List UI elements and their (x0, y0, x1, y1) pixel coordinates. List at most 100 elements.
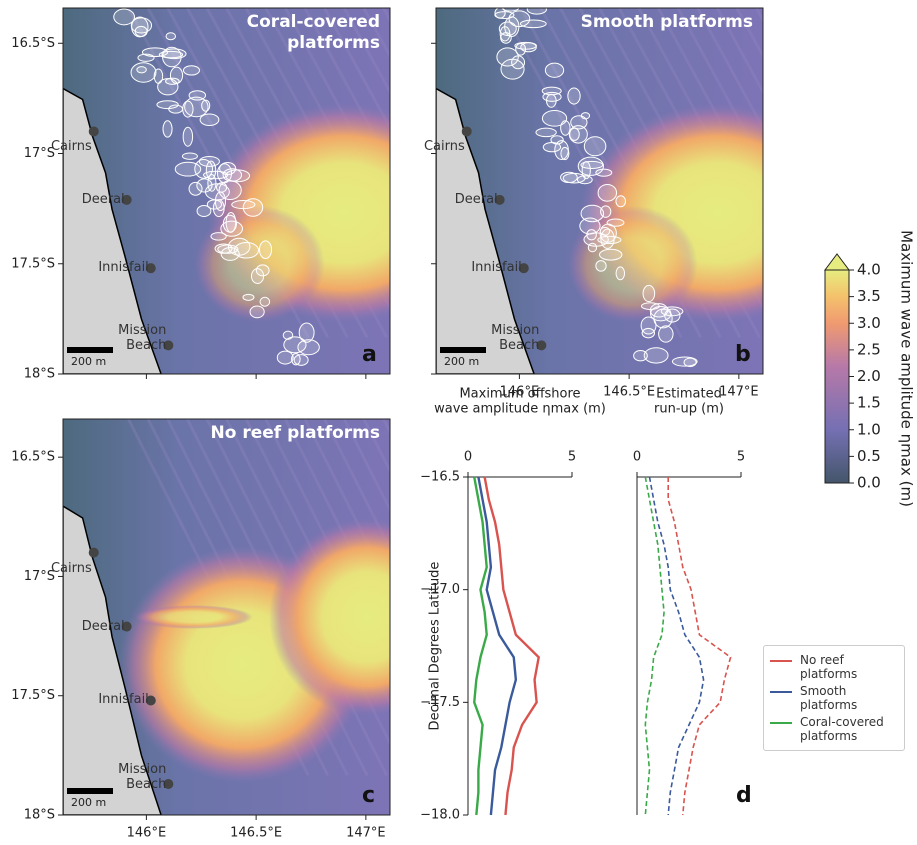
reef (580, 160, 604, 170)
reef (576, 175, 593, 185)
place-label: Innisfail (98, 692, 149, 708)
wave-streak (676, 8, 763, 167)
reef (560, 120, 571, 136)
map-field (63, 8, 390, 374)
reef (225, 211, 237, 233)
reef (210, 232, 227, 241)
legend-swatch (770, 722, 792, 724)
reef (227, 237, 251, 256)
legend-label: Smooth platforms (800, 684, 858, 712)
reef (508, 10, 531, 28)
reef (276, 350, 294, 365)
place-label: Deeral (454, 191, 498, 207)
reef (136, 66, 147, 74)
x-tick-label: 0 (464, 450, 472, 465)
reef (194, 159, 214, 179)
reef (541, 86, 562, 96)
reef (671, 356, 698, 367)
place-marker (145, 695, 156, 706)
reef (242, 293, 255, 301)
reef (583, 136, 607, 157)
reef (158, 50, 184, 59)
panel-title: Coral-covered platforms (246, 12, 380, 53)
reef (249, 305, 265, 319)
wave-streak (696, 8, 763, 131)
scale-bar (440, 347, 486, 353)
reef (162, 46, 182, 68)
colorbar-tick-label: 2.0 (857, 367, 881, 385)
y-tick-label: 18°S (24, 808, 55, 823)
x-tick-label: 147°E (719, 385, 759, 400)
land (436, 87, 535, 374)
reef (683, 357, 697, 368)
x-tick-label: 146°E (500, 385, 540, 400)
place-label: Mission Beach (491, 323, 540, 354)
y-tick-label: 17°S (24, 569, 55, 584)
reef (658, 325, 674, 343)
place-label: Cairns (50, 560, 92, 576)
reef (496, 47, 519, 67)
x-tick-label: 147°E (346, 826, 386, 841)
reef (182, 65, 200, 76)
legend-label: Coral-covered platforms (800, 715, 884, 743)
reef (545, 93, 557, 108)
y-tick-label: −18.0 (420, 808, 460, 823)
reef (283, 336, 307, 354)
reef (580, 204, 605, 223)
place-marker (536, 340, 547, 351)
reef (233, 242, 260, 259)
colorbar (824, 269, 850, 484)
reef (181, 152, 198, 160)
glow (193, 205, 325, 323)
reef (214, 191, 227, 212)
colorbar-label: Maximum wave amplitude ηmax (m) (898, 230, 916, 507)
reef (201, 99, 211, 112)
panel-letter: d (736, 783, 752, 808)
reef (182, 100, 194, 118)
colorbar-tick-label: 3.5 (857, 287, 881, 305)
reef (597, 183, 618, 202)
reef (168, 104, 184, 114)
reef (499, 26, 511, 42)
frame (435, 7, 764, 375)
place-marker (163, 778, 174, 789)
map-field (63, 419, 390, 815)
reef (599, 248, 623, 261)
reef (526, 8, 547, 15)
map-field (436, 8, 763, 374)
legend-label: No reef platforms (800, 653, 858, 681)
wave-streak (342, 419, 390, 514)
place-label: Cairns (50, 139, 92, 155)
place-marker (88, 547, 99, 558)
reef (162, 120, 173, 138)
scale-bar-label: 200 m (71, 796, 106, 809)
reef (202, 170, 229, 180)
wave-streak (303, 8, 390, 167)
wave-streak (382, 419, 390, 436)
place-marker (88, 126, 99, 137)
reef (199, 113, 220, 127)
reef (137, 53, 155, 62)
reef (291, 352, 301, 366)
colorbar-tick-label: 0.0 (857, 474, 881, 492)
colorbar-tick-label: 1.5 (857, 394, 881, 412)
wave-streak (715, 8, 763, 95)
reef (664, 308, 681, 323)
reef (541, 110, 568, 127)
place-marker (494, 194, 505, 205)
x-tick-label: 5 (568, 450, 576, 465)
reef (298, 322, 315, 343)
y-tick-label: 17.5°S (11, 688, 55, 703)
scale-bar-label: 200 m (71, 355, 106, 368)
reef (580, 112, 591, 120)
reef (640, 316, 657, 335)
reef (641, 327, 656, 339)
scale-bar (67, 347, 113, 353)
panel-letter: b (735, 342, 751, 367)
reef (567, 87, 581, 105)
wave-streak (303, 419, 390, 591)
place-label: Mission Beach (118, 323, 167, 354)
colorbar-extend (824, 253, 850, 271)
reef (165, 32, 177, 41)
